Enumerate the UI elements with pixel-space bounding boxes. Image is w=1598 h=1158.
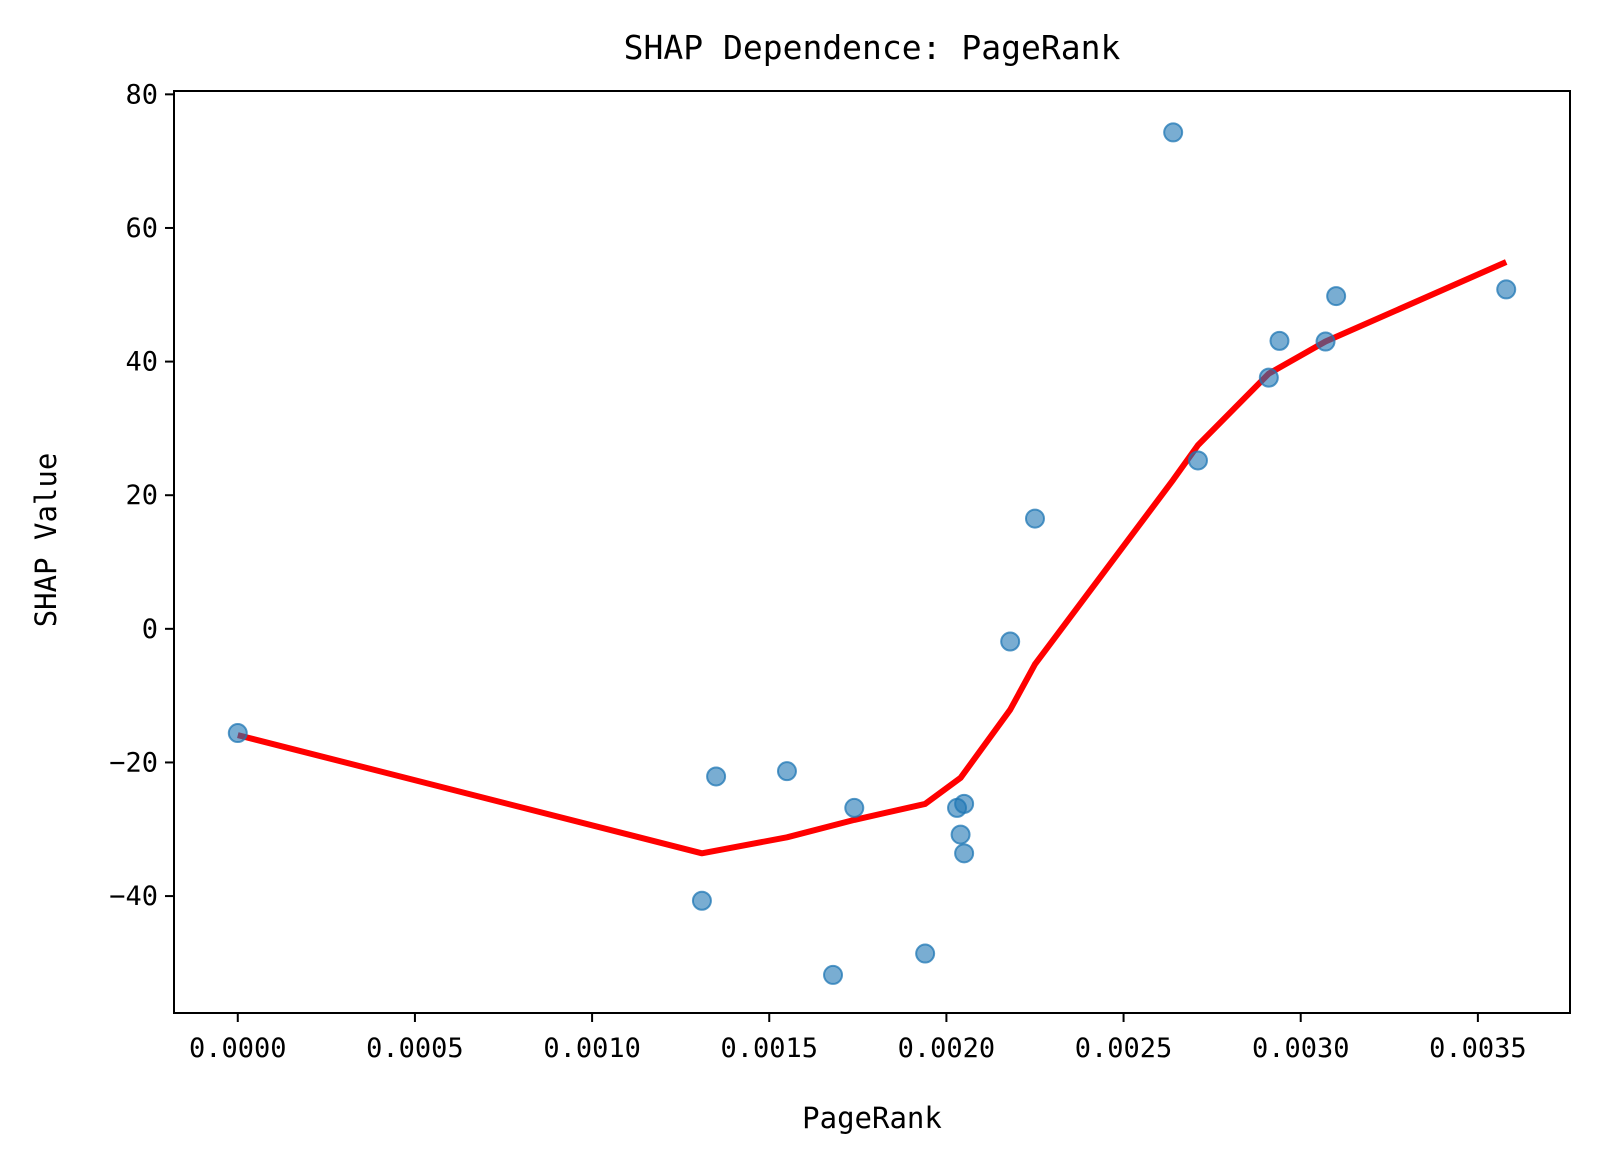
scatter-point	[950, 824, 971, 845]
y-axis-ticks: −40 −20 0 20 40 60 80	[109, 79, 174, 912]
y-axis-label: SHAP Value	[29, 453, 63, 628]
x-axis-label: PageRank	[802, 1101, 942, 1135]
x-tick-label: 0.0020	[898, 1033, 996, 1064]
x-tick-label: 0.0010	[543, 1033, 641, 1064]
scatter-point	[1187, 450, 1208, 471]
x-tick-label: 0.0030	[1252, 1033, 1350, 1064]
plot-area-frame	[173, 90, 1571, 1014]
chart-title: SHAP Dependence: PageRank	[624, 28, 1121, 67]
scatter-point	[1258, 367, 1279, 388]
y-tick-label: 80	[125, 79, 158, 110]
scatter-point	[823, 964, 844, 985]
x-tick-label: 0.0035	[1429, 1033, 1527, 1064]
scatter-point	[844, 797, 865, 818]
scatter-point	[1000, 631, 1021, 652]
x-tick-label: 0.0000	[189, 1033, 287, 1064]
scatter-point	[776, 761, 797, 782]
x-tick-label: 0.0005	[366, 1033, 464, 1064]
scatter-point	[1024, 508, 1045, 529]
scatter-point	[954, 843, 975, 864]
scatter-point	[227, 723, 248, 744]
y-tick-label: 60	[125, 213, 158, 244]
scatter-point	[954, 793, 975, 814]
scatter-point	[1496, 279, 1517, 300]
x-axis-ticks: 0.0000 0.0005 0.0010 0.0015 0.0020 0.0025 0.00…	[189, 1013, 1527, 1064]
y-tick-label: −20	[109, 747, 158, 778]
y-tick-label: 20	[125, 480, 158, 511]
y-tick-label: 40	[125, 347, 158, 378]
y-tick-label: −40	[109, 881, 158, 912]
scatter-point	[915, 943, 936, 964]
scatter-point	[1326, 286, 1347, 307]
scatter-point	[1315, 331, 1336, 352]
x-tick-label: 0.0025	[1075, 1033, 1173, 1064]
scatter-point	[706, 766, 727, 787]
scatter-point	[1269, 330, 1290, 351]
y-tick-label: 0	[142, 614, 158, 645]
scatter-point	[691, 890, 712, 911]
scatter-points-layer	[227, 122, 1517, 985]
x-tick-label: 0.0015	[720, 1033, 818, 1064]
scatter-point	[1163, 122, 1184, 143]
